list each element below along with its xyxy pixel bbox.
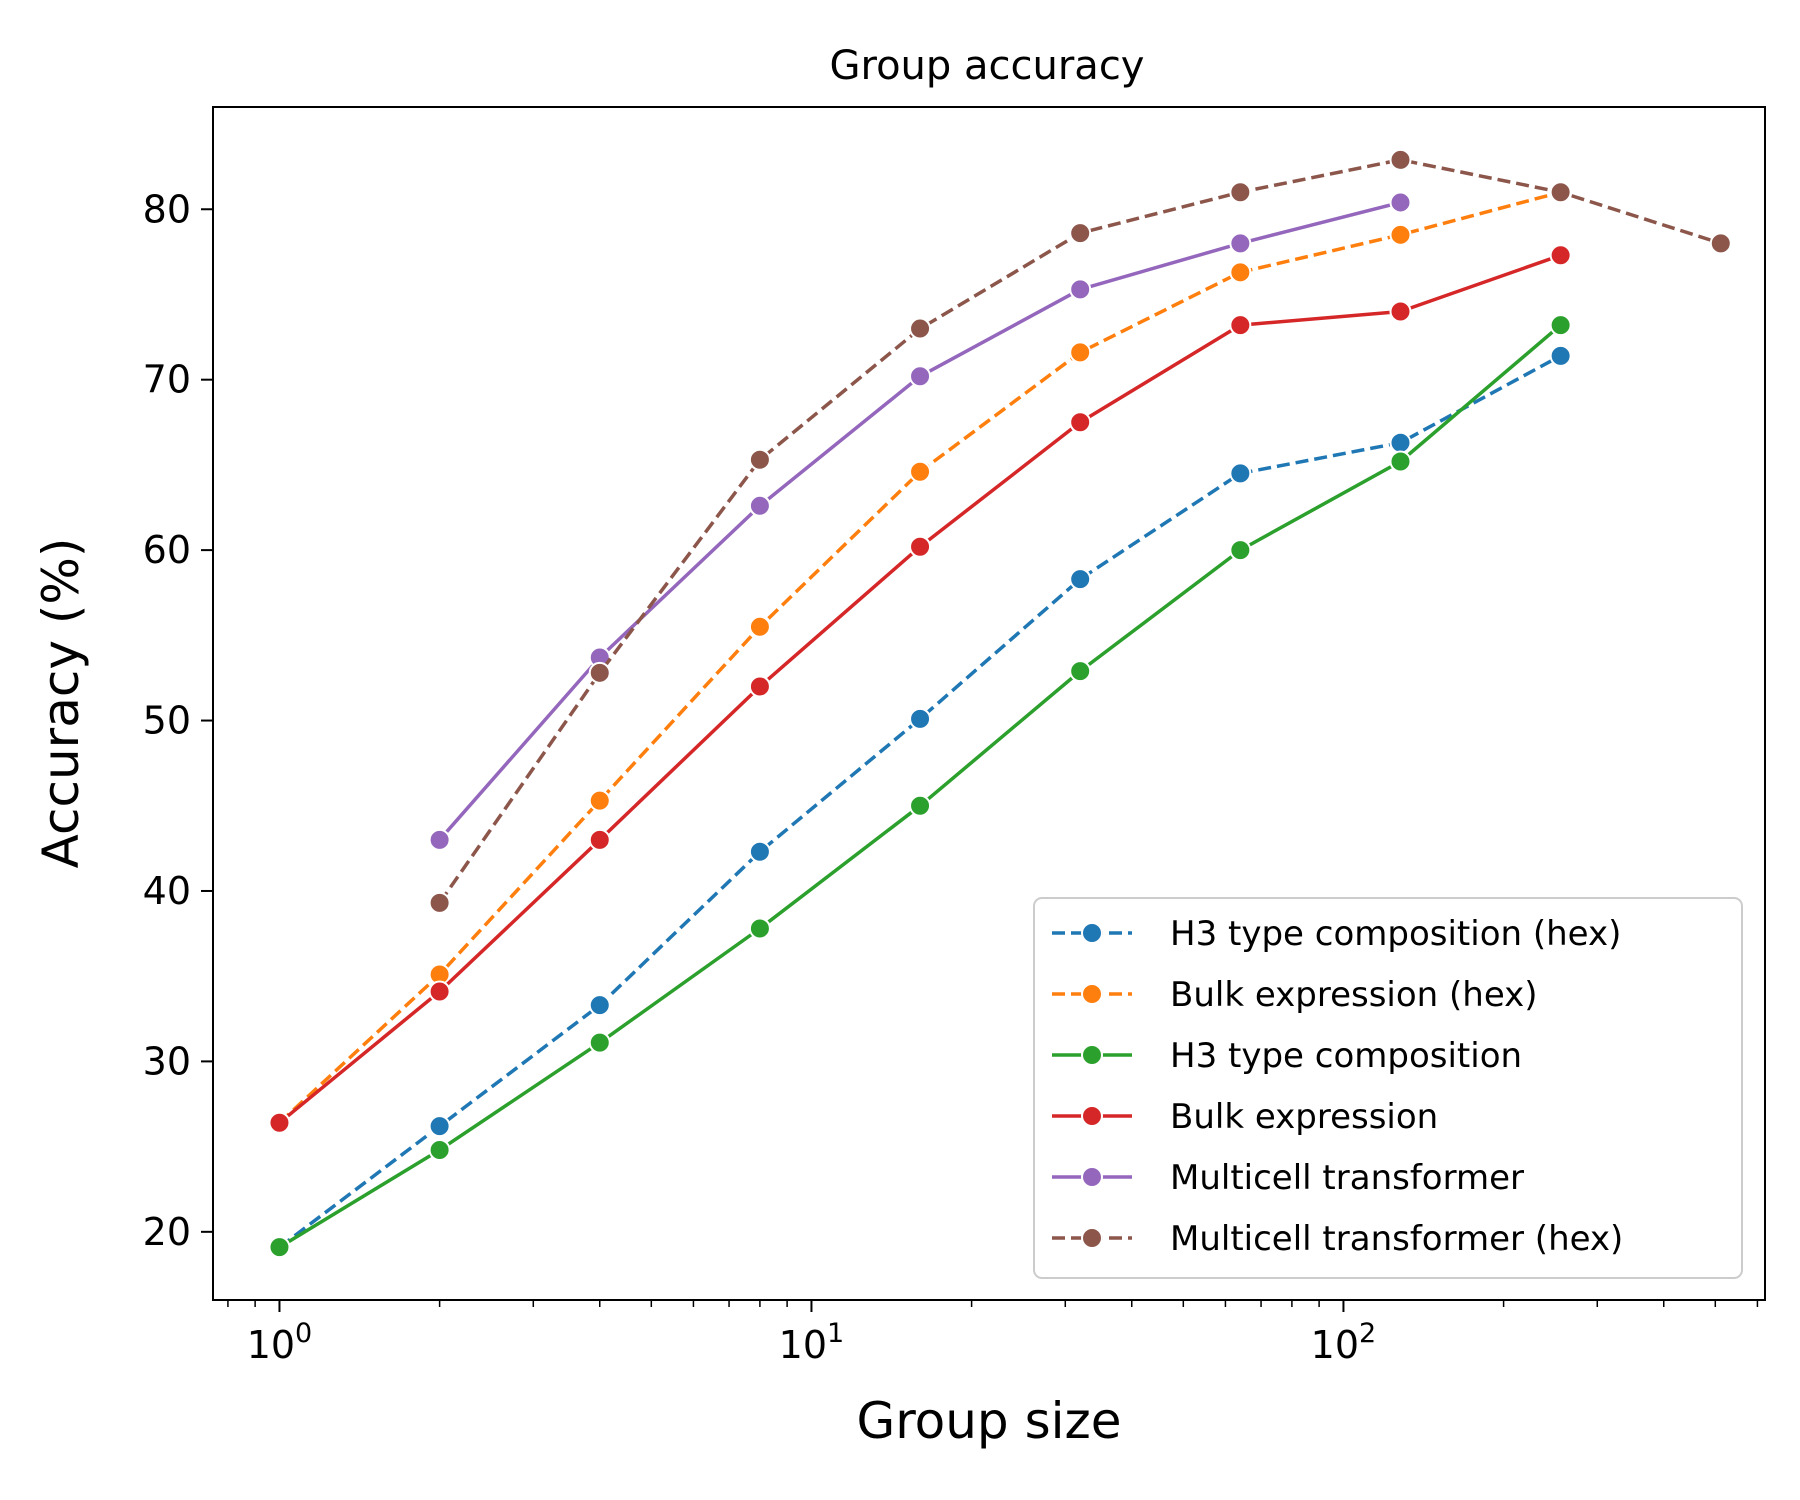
data-point xyxy=(1229,539,1252,562)
y-tick-label: 30 xyxy=(143,1039,191,1083)
data-point xyxy=(588,828,611,851)
plot-frame xyxy=(212,106,1766,1301)
data-point xyxy=(1549,344,1572,367)
legend-marker xyxy=(1081,1105,1103,1127)
data-point xyxy=(268,1236,291,1259)
data-point xyxy=(588,661,611,684)
data-point xyxy=(428,1139,451,1162)
legend-marker xyxy=(1081,1227,1103,1249)
x-tick-label: 102 xyxy=(1311,1318,1377,1367)
x-tick-label: 101 xyxy=(779,1318,845,1367)
legend-label: Bulk expression xyxy=(1170,1097,1438,1137)
data-point xyxy=(588,994,611,1017)
y-tick-label: 70 xyxy=(143,358,191,402)
series-5 xyxy=(428,191,1412,851)
y-tick-label: 50 xyxy=(143,699,191,743)
legend-label: Multicell transformer xyxy=(1170,1158,1524,1198)
x-tick-label: 100 xyxy=(247,1318,313,1367)
data-point xyxy=(1389,300,1412,323)
data-point xyxy=(748,615,771,638)
series-1 xyxy=(268,344,1572,1259)
data-point xyxy=(1549,314,1572,337)
series-line xyxy=(278,354,1562,1249)
y-tick-label: 40 xyxy=(143,869,191,913)
data-point xyxy=(1709,232,1732,255)
data-point xyxy=(1229,261,1252,284)
y-tick-label: 20 xyxy=(143,1210,191,1254)
x-axis: 100 101 102 xyxy=(227,1300,1759,1367)
data-point xyxy=(428,828,451,851)
data-point xyxy=(1069,222,1092,245)
data-point xyxy=(1229,462,1252,485)
legend-label: Bulk expression (hex) xyxy=(1170,975,1538,1015)
data-point xyxy=(428,980,451,1003)
legend-box xyxy=(1033,897,1743,1279)
data-point xyxy=(268,1111,291,1134)
series-3 xyxy=(268,314,1572,1259)
data-point xyxy=(1069,341,1092,364)
x-axis-label: Group size xyxy=(856,1392,1121,1450)
data-point xyxy=(1069,660,1092,683)
data-point xyxy=(1069,411,1092,434)
legend-label: Multicell transformer (hex) xyxy=(1170,1219,1623,1259)
data-point xyxy=(428,891,451,914)
legend-marker xyxy=(1081,1044,1103,1066)
data-point xyxy=(588,789,611,812)
chart-title: Group accuracy xyxy=(830,43,1145,89)
data-point xyxy=(909,365,932,388)
series-4 xyxy=(268,244,1572,1134)
legend-label: H3 type composition xyxy=(1170,1036,1522,1076)
y-tick-label: 60 xyxy=(143,528,191,572)
data-point xyxy=(748,840,771,863)
legend-marker xyxy=(1081,983,1103,1005)
legend-label: H3 type composition (hex) xyxy=(1170,914,1621,954)
data-point xyxy=(1229,181,1252,204)
data-point xyxy=(1069,278,1092,301)
data-point xyxy=(1069,568,1092,591)
data-point xyxy=(748,917,771,940)
legend-marker xyxy=(1081,1166,1103,1188)
series-layer xyxy=(268,148,1732,1259)
y-axis: 20 30 40 50 60 70 80 xyxy=(143,187,213,1254)
data-point xyxy=(909,707,932,730)
data-point xyxy=(909,460,932,483)
data-point xyxy=(909,535,932,558)
data-point xyxy=(1389,148,1412,171)
y-axis-label: Accuracy (%) xyxy=(32,538,90,869)
data-point xyxy=(1389,450,1412,473)
data-point xyxy=(1389,223,1412,246)
data-point xyxy=(1549,181,1572,204)
legend: H3 type composition (hex) Bulk expression… xyxy=(1033,897,1743,1279)
legend-marker xyxy=(1081,922,1103,944)
series-6 xyxy=(428,148,1732,914)
data-point xyxy=(748,675,771,698)
data-point xyxy=(748,494,771,517)
y-tick-label: 80 xyxy=(143,187,191,231)
data-point xyxy=(909,794,932,817)
data-point xyxy=(909,317,932,340)
data-point xyxy=(1389,191,1412,214)
data-point xyxy=(1229,314,1252,337)
data-point xyxy=(1549,244,1572,267)
data-point xyxy=(748,448,771,471)
data-point xyxy=(588,1031,611,1054)
data-point xyxy=(1229,232,1252,255)
data-point xyxy=(428,1115,451,1138)
data-point xyxy=(1389,431,1412,454)
